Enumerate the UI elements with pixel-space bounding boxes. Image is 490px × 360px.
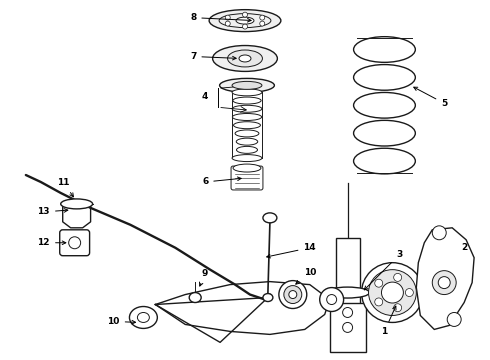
Text: 12: 12 <box>38 238 66 247</box>
FancyBboxPatch shape <box>60 230 90 256</box>
Ellipse shape <box>232 154 262 162</box>
Ellipse shape <box>263 213 277 223</box>
Ellipse shape <box>236 138 258 145</box>
Ellipse shape <box>233 97 261 104</box>
Text: 6: 6 <box>202 177 241 186</box>
Ellipse shape <box>368 270 416 315</box>
Text: 9: 9 <box>199 269 208 286</box>
Text: 8: 8 <box>190 13 251 22</box>
Ellipse shape <box>232 113 262 121</box>
Ellipse shape <box>234 122 261 129</box>
Ellipse shape <box>237 147 257 153</box>
Text: 5: 5 <box>414 87 447 108</box>
Polygon shape <box>416 228 474 329</box>
Ellipse shape <box>129 306 157 328</box>
Ellipse shape <box>289 291 297 298</box>
Circle shape <box>432 226 446 240</box>
Circle shape <box>260 15 265 20</box>
Circle shape <box>327 294 337 305</box>
Ellipse shape <box>137 312 149 323</box>
Ellipse shape <box>284 285 302 303</box>
Circle shape <box>375 279 383 287</box>
Text: 10: 10 <box>107 317 136 326</box>
Circle shape <box>375 298 383 306</box>
FancyBboxPatch shape <box>231 166 263 190</box>
Text: 13: 13 <box>38 207 68 216</box>
Ellipse shape <box>235 130 259 137</box>
Circle shape <box>393 304 402 312</box>
FancyBboxPatch shape <box>336 238 360 312</box>
Text: 7: 7 <box>190 52 236 61</box>
Ellipse shape <box>189 293 201 302</box>
FancyBboxPatch shape <box>330 302 366 352</box>
Ellipse shape <box>232 81 262 89</box>
Circle shape <box>260 21 265 26</box>
Ellipse shape <box>227 50 263 67</box>
Ellipse shape <box>232 105 262 112</box>
Circle shape <box>319 288 343 311</box>
Circle shape <box>243 12 247 17</box>
Polygon shape <box>155 298 268 342</box>
Circle shape <box>225 21 230 26</box>
Ellipse shape <box>232 89 262 96</box>
Text: 11: 11 <box>57 179 74 197</box>
Text: 1: 1 <box>381 306 396 336</box>
Ellipse shape <box>61 199 93 209</box>
Text: 10: 10 <box>296 268 316 284</box>
Circle shape <box>343 323 353 332</box>
Ellipse shape <box>382 282 403 303</box>
Text: 2: 2 <box>461 243 467 252</box>
Circle shape <box>243 24 247 29</box>
Ellipse shape <box>362 263 423 323</box>
Ellipse shape <box>236 17 254 24</box>
Ellipse shape <box>432 271 456 294</box>
Ellipse shape <box>263 293 273 302</box>
Ellipse shape <box>220 78 274 92</box>
Ellipse shape <box>213 45 277 71</box>
Circle shape <box>343 307 353 318</box>
Polygon shape <box>155 282 330 334</box>
Circle shape <box>225 15 230 20</box>
Ellipse shape <box>239 55 251 62</box>
Ellipse shape <box>209 10 281 32</box>
Circle shape <box>393 274 402 282</box>
Ellipse shape <box>219 14 271 28</box>
Ellipse shape <box>326 287 369 298</box>
Circle shape <box>447 312 461 327</box>
Ellipse shape <box>69 237 81 249</box>
Ellipse shape <box>233 164 261 172</box>
Ellipse shape <box>279 280 307 309</box>
Ellipse shape <box>438 276 450 289</box>
Text: 3: 3 <box>364 250 402 290</box>
Text: 4: 4 <box>202 92 208 101</box>
Text: 14: 14 <box>267 243 316 258</box>
Circle shape <box>405 289 414 297</box>
